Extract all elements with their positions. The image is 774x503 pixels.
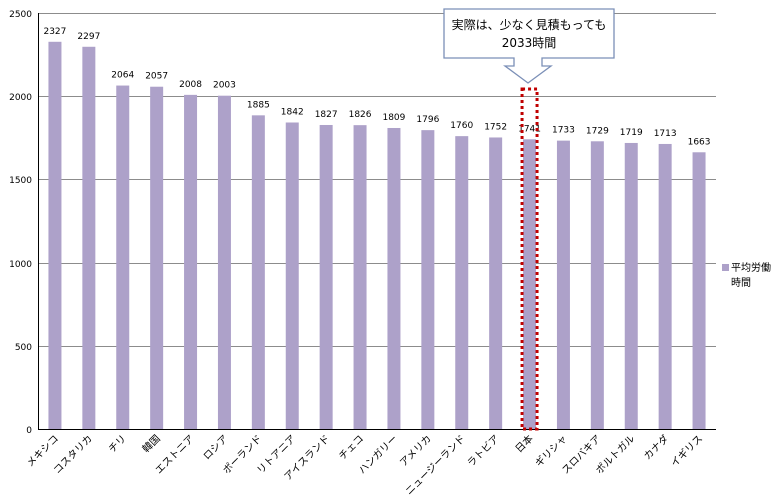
bar bbox=[692, 152, 706, 429]
x-tick-label: チリ bbox=[106, 433, 129, 456]
data-label: 2064 bbox=[111, 71, 134, 81]
bar bbox=[319, 124, 333, 430]
annotation-line-2: 2033時間 bbox=[502, 36, 557, 50]
data-label: 2297 bbox=[77, 32, 100, 42]
annotation-callout: 実際は、少なく見積もっても 2033時間 bbox=[443, 8, 615, 84]
data-label: 1809 bbox=[382, 113, 405, 123]
bar bbox=[217, 95, 231, 429]
legend: 平均労働 時間 bbox=[722, 261, 771, 289]
bar bbox=[624, 142, 638, 429]
bar bbox=[116, 85, 130, 429]
y-tick-label: 1500 bbox=[9, 176, 32, 186]
data-labels: 2327 2297 2064 2057 2008 2003 1885 1842 1827 1826… bbox=[43, 27, 710, 147]
data-label: 1842 bbox=[281, 107, 304, 117]
x-tick-label: カナダ bbox=[641, 432, 671, 462]
data-label: 1827 bbox=[315, 110, 338, 120]
y-axis-ticks: 0 500 1000 1500 2000 2500 bbox=[9, 10, 32, 436]
bar bbox=[48, 41, 62, 429]
bar bbox=[523, 139, 537, 429]
bar bbox=[658, 143, 672, 430]
data-label: 2003 bbox=[213, 81, 236, 91]
data-label: 1733 bbox=[552, 126, 575, 136]
annotation-line-1: 実際は、少なく見積もっても bbox=[452, 17, 607, 32]
data-label: 1719 bbox=[620, 128, 643, 138]
y-tick-label: 0 bbox=[26, 426, 32, 436]
data-label: 1752 bbox=[484, 122, 507, 132]
y-tick-label: 1000 bbox=[9, 260, 32, 270]
bar bbox=[421, 130, 435, 429]
bar bbox=[387, 127, 401, 430]
japan-highlight-box bbox=[520, 87, 539, 431]
data-label: 2327 bbox=[43, 27, 66, 37]
x-tick-label: イギリス bbox=[668, 433, 705, 470]
x-tick-label: ラトビア bbox=[465, 433, 502, 470]
bar bbox=[150, 86, 164, 429]
bar bbox=[455, 136, 469, 430]
data-label: 1796 bbox=[416, 115, 439, 125]
bars bbox=[48, 41, 706, 430]
data-label: 1885 bbox=[247, 100, 270, 110]
x-tick-label: ニュージーランド bbox=[403, 433, 468, 498]
x-tick-label: 日本 bbox=[512, 432, 535, 455]
y-tick-label: 2000 bbox=[9, 93, 32, 103]
y-tick-label: 2500 bbox=[9, 10, 32, 20]
callout-box bbox=[443, 8, 615, 84]
x-tick-label: チェコ bbox=[336, 433, 366, 463]
x-tick-label: 韓国 bbox=[140, 433, 163, 456]
bar bbox=[556, 140, 570, 430]
data-label: 1741 bbox=[518, 124, 541, 134]
data-label: 2057 bbox=[145, 72, 168, 82]
legend-label-line-1: 平均労働 bbox=[731, 261, 771, 274]
data-label: 1826 bbox=[349, 110, 372, 120]
data-label: 1760 bbox=[450, 121, 473, 131]
bar bbox=[184, 94, 198, 429]
bar bbox=[251, 115, 265, 429]
bar bbox=[353, 125, 367, 430]
y-tick-label: 500 bbox=[15, 343, 32, 353]
data-label: 1663 bbox=[688, 137, 711, 147]
bar bbox=[590, 141, 604, 429]
legend-label-line-2: 時間 bbox=[731, 277, 751, 289]
bar bbox=[285, 122, 299, 429]
gridlines bbox=[38, 13, 716, 430]
x-tick-label: ロシア bbox=[202, 433, 231, 462]
bar bbox=[82, 46, 96, 429]
data-label: 1729 bbox=[586, 126, 609, 136]
legend-swatch bbox=[722, 264, 729, 271]
bar bbox=[489, 137, 503, 429]
data-label: 2008 bbox=[179, 80, 202, 90]
data-label: 1713 bbox=[654, 129, 677, 139]
